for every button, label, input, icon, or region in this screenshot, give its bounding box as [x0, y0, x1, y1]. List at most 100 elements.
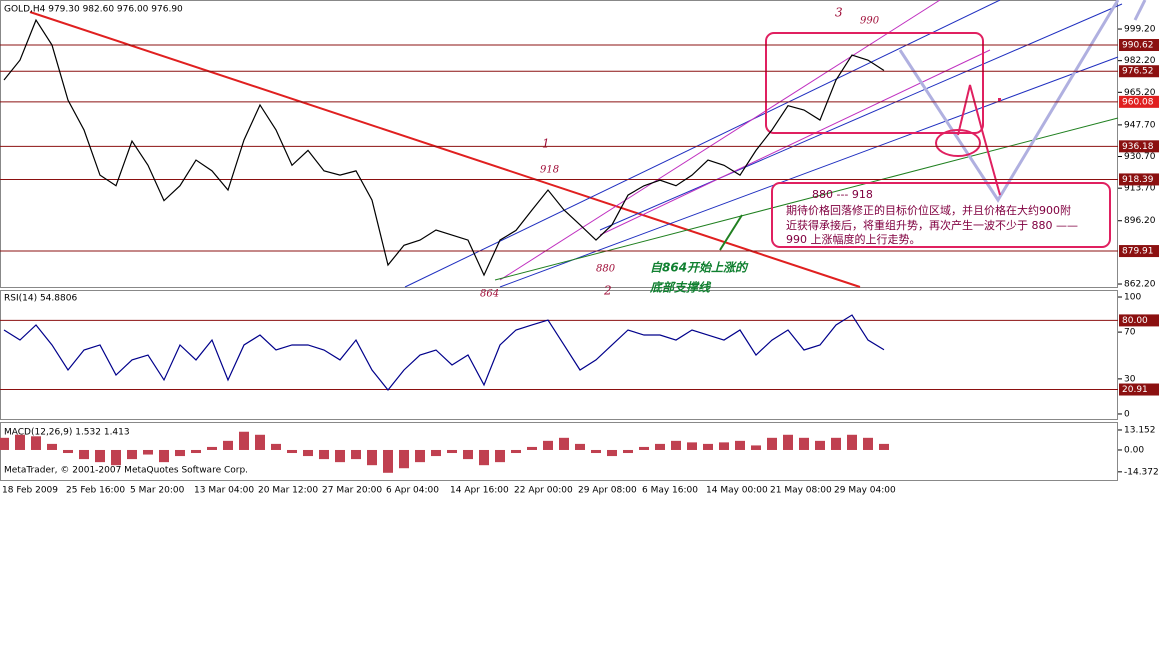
level-label: 936.18: [1122, 142, 1154, 152]
y-tick-label: 862.20: [1124, 280, 1156, 290]
bar: [591, 449, 601, 454]
bar: [15, 434, 25, 450]
bar: [111, 449, 121, 466]
level-label: 80.00: [1122, 316, 1148, 326]
bar: [735, 440, 745, 450]
level-label: 879.91: [1122, 247, 1154, 257]
x-tick-label: 13 Mar 04:00: [194, 486, 254, 496]
x-tick-label: 25 Feb 16:00: [66, 486, 125, 496]
bar: [63, 449, 73, 454]
chart-title: RSI(14) 54.8806: [4, 294, 77, 304]
bar: [751, 445, 761, 450]
bar: [255, 434, 265, 450]
y-tick-label: 999.20: [1124, 25, 1156, 35]
bar: [463, 449, 473, 460]
x-tick-label: 6 Apr 04:00: [386, 486, 439, 496]
bar: [271, 443, 281, 450]
bar: [559, 437, 569, 450]
frame: [0, 0, 1118, 481]
bar: [239, 431, 249, 450]
bar: [127, 449, 137, 460]
bar: [511, 449, 521, 454]
x-tick-label: 21 May 08:00: [770, 486, 832, 496]
annotation: 自864开始上涨的: [650, 261, 749, 275]
bar: [815, 440, 825, 450]
bar: [703, 443, 713, 450]
annotation: 2: [603, 284, 612, 298]
bar: [431, 449, 441, 457]
annotation: 990: [860, 16, 880, 27]
bar: [719, 442, 729, 450]
bar: [415, 449, 425, 463]
bar: [671, 440, 681, 450]
y-tick-label: 913.70: [1124, 184, 1156, 194]
bar: [367, 449, 377, 466]
x-tick-label: 14 May 00:00: [706, 486, 768, 496]
footer: MetaTrader, © 2001-2007 MetaQuotes Softw…: [4, 466, 248, 476]
note: 990 上涨幅度的上行走势。: [786, 232, 921, 246]
y-tick-label: 30: [1124, 374, 1136, 384]
annotation: 918: [540, 165, 559, 176]
x-tick-label: 6 May 16:00: [642, 486, 698, 496]
level-label: 990.62: [1122, 41, 1154, 51]
chart-title: GOLD,H4 979.30 982.60 976.00 976.90: [4, 5, 183, 15]
bar: [623, 449, 633, 454]
x-tick-label: 29 May 04:00: [834, 486, 896, 496]
y-tick-label: 70: [1124, 328, 1136, 338]
x-tick-label: 22 Apr 00:00: [514, 486, 573, 496]
bar: [303, 449, 313, 457]
drawings: [29, 0, 1147, 288]
annotation: 864: [480, 289, 499, 300]
level-tag: [1119, 173, 1159, 186]
bar: [143, 449, 153, 455]
x-tick-label: 5 Mar 20:00: [130, 486, 185, 496]
x-tick-label: 29 Apr 08:00: [578, 486, 637, 496]
bar: [687, 442, 697, 450]
level-tag: [1119, 95, 1159, 108]
level-tag: [1119, 383, 1159, 396]
annotation: 880: [596, 264, 616, 275]
level-tag: [1119, 65, 1159, 78]
chart-title: MACD(12,26,9) 1.532 1.413: [4, 428, 130, 438]
price-line: [3, 18, 885, 277]
bar: [207, 446, 217, 450]
note: 期待价格回落修正的目标价位区域，并且价格在大约900附: [786, 203, 1071, 217]
bar: [0, 437, 9, 450]
bar: [767, 437, 777, 450]
y-tick-label: 100: [1124, 293, 1141, 303]
annotation: 3: [835, 6, 843, 20]
level-label: 918.39: [1122, 175, 1154, 185]
price-line: [3, 314, 885, 391]
level-tag: [1119, 314, 1159, 327]
bar: [79, 449, 89, 460]
note: 近获得承接后，将重组升势，再次产生一波不少于 880 ——: [786, 218, 1078, 232]
x-tick-label: 20 Mar 12:00: [258, 486, 318, 496]
y-tick-label: 965.20: [1124, 88, 1156, 98]
annotation: 底部支撑线: [649, 281, 712, 295]
x-tick-label: 27 Mar 20:00: [322, 486, 382, 496]
bar: [47, 443, 57, 450]
level-label: 960.08: [1122, 97, 1154, 107]
level-tag: [1119, 245, 1159, 258]
y-tick-label: 0: [1124, 409, 1130, 419]
bar: [863, 437, 873, 450]
y-tick-label: 896.20: [1124, 216, 1156, 226]
bar: [783, 434, 793, 450]
bar: [607, 449, 617, 457]
bar: [31, 436, 41, 450]
y-tick-label: 982.20: [1124, 56, 1156, 66]
bar: [159, 449, 169, 463]
note: 880 --- 918: [812, 188, 873, 201]
bar: [223, 440, 233, 450]
bar: [335, 449, 345, 463]
bar: [575, 443, 585, 450]
bar: [447, 449, 457, 454]
y-tick-label: 13.152: [1124, 425, 1156, 435]
bar: [879, 443, 889, 450]
bar: [527, 446, 537, 450]
x-tick-label: 18 Feb 2009: [2, 486, 58, 496]
y-tick-label: 930.70: [1124, 152, 1156, 162]
bar: [655, 443, 665, 450]
bar: [175, 449, 185, 457]
level-tag: [1119, 39, 1159, 52]
